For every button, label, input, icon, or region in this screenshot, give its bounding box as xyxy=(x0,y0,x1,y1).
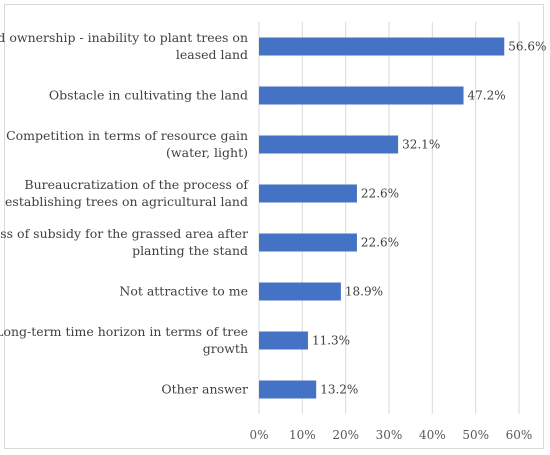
category-label-line: Long-term time horizon in terms of tree xyxy=(0,324,248,339)
data-label-0: 56.6% xyxy=(508,40,546,54)
bar-4 xyxy=(259,233,357,252)
bar-3 xyxy=(259,184,357,203)
chart-frame xyxy=(4,4,544,449)
data-label-1: 47.2% xyxy=(468,89,506,103)
data-label-2: 32.1% xyxy=(402,138,440,152)
category-label-line: Obstacle in cultivating the land xyxy=(49,88,248,103)
category-label-line: growth xyxy=(203,341,248,356)
category-label-6: Long-term time horizon in terms of tree g… xyxy=(0,324,248,356)
category-label-line: Land ownership - inability to plant tree… xyxy=(0,30,248,45)
x-tick-label: 0% xyxy=(249,428,268,442)
bar-1 xyxy=(259,86,464,105)
bar-6 xyxy=(259,331,308,350)
x-tick-label: 60% xyxy=(506,428,533,442)
category-label-2: Competition in terms of resource gain (wa… xyxy=(6,128,248,160)
category-label-3: Bureaucratization of the process of estab… xyxy=(5,177,249,209)
bar-5 xyxy=(259,282,341,301)
category-label-line: (water, light) xyxy=(166,145,248,160)
bar-7 xyxy=(259,380,317,399)
data-label-7: 13.2% xyxy=(320,383,358,397)
category-label-line: Bureaucratization of the process of xyxy=(24,177,249,192)
category-label-7: Other answer xyxy=(161,382,248,397)
category-label-5: Not attractive to me xyxy=(119,284,248,299)
x-tick-label: 50% xyxy=(462,428,489,442)
category-label-line: Competition in terms of resource gain xyxy=(6,128,248,143)
bar-2 xyxy=(259,135,399,154)
category-label-0: Land ownership - inability to plant tree… xyxy=(0,30,248,62)
x-tick-label: 20% xyxy=(332,428,359,442)
x-tick-label: 30% xyxy=(376,428,403,442)
x-tick-label: 10% xyxy=(289,428,316,442)
category-label-line: Other answer xyxy=(161,382,248,397)
data-label-6: 11.3% xyxy=(312,334,350,348)
category-label-4: Loss of subsidy for the grassed area aft… xyxy=(0,226,248,258)
bar-0 xyxy=(259,37,505,56)
category-label-line: planting the stand xyxy=(132,243,248,258)
category-label-line: leased land xyxy=(176,47,248,62)
data-label-5: 18.9% xyxy=(345,285,383,299)
category-label-line: Not attractive to me xyxy=(119,284,248,299)
category-label-1: Obstacle in cultivating the land xyxy=(49,88,248,103)
data-label-4: 22.6% xyxy=(361,236,399,250)
data-label-3: 22.6% xyxy=(361,187,399,201)
category-label-line: Loss of subsidy for the grassed area aft… xyxy=(0,226,248,241)
x-tick-label: 40% xyxy=(419,428,446,442)
category-label-line: establishing trees on agricultural land xyxy=(5,194,248,209)
